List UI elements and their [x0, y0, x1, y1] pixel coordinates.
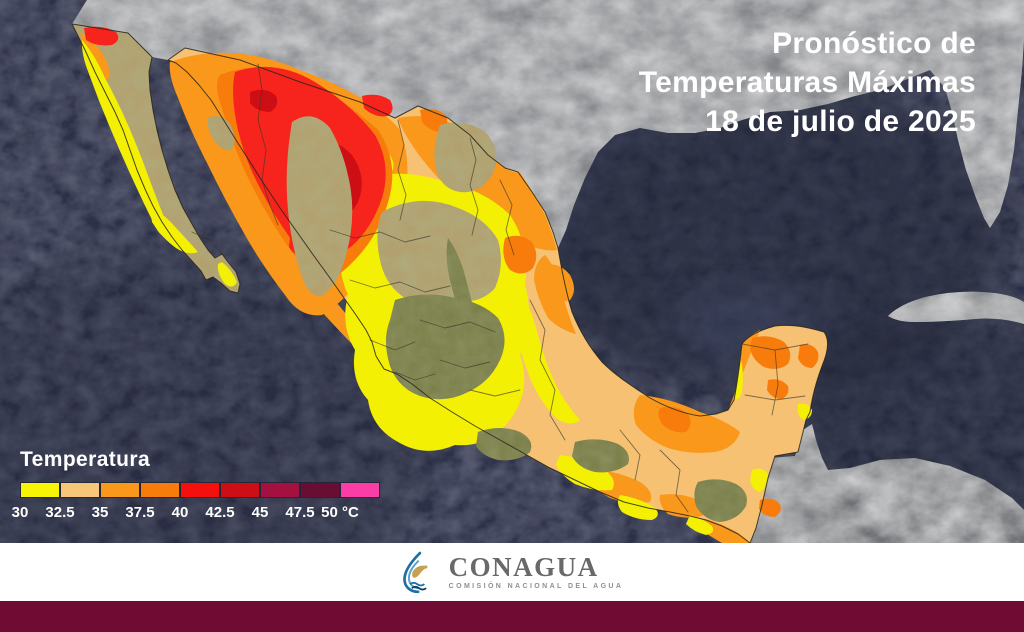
footer-bar: CONAGUA COMISIÓN NACIONAL DEL AGUA: [0, 543, 1024, 601]
legend-swatch: [20, 482, 60, 498]
legend-tick: 32.5: [45, 504, 75, 521]
zone-terrain: [207, 116, 747, 522]
forecast-map: [0, 0, 1024, 543]
legend-swatch: [260, 482, 300, 498]
temperature-legend: Temperatura 30 32.5 35 37.5 40 42.5 45 4…: [12, 448, 418, 521]
legend-title: Temperatura: [20, 448, 151, 471]
legend-color-scale: [20, 482, 418, 498]
mexico-outline: [71, 23, 829, 543]
maroon-accent-bar: [0, 601, 1024, 632]
legend-tick: 42.5: [205, 504, 235, 521]
legend-swatch: [100, 482, 140, 498]
org-subtitle: COMISIÓN NACIONAL DEL AGUA: [448, 583, 624, 590]
legend-swatch: [180, 482, 220, 498]
pacific-deep-water: [0, 250, 430, 543]
conagua-logo-text: CONAGUA COMISIÓN NACIONAL DEL AGUA: [448, 552, 624, 591]
conagua-logo-icon: [402, 551, 428, 594]
legend-tick: 50 °C: [321, 504, 359, 521]
legend-swatch: [300, 482, 340, 498]
org-name: CONAGUA: [448, 552, 599, 582]
legend-swatch: [60, 482, 100, 498]
legend-tick: 35: [91, 504, 109, 521]
legend-tick-labels: 30 32.5 35 37.5 40 42.5 45 47.5 50 °C: [0, 504, 418, 521]
legend-tick: 47.5: [285, 504, 315, 521]
legend-tick: 30: [11, 504, 29, 521]
cuba-landmass: [888, 291, 1024, 324]
title-line-2: Temperaturas Máximas: [638, 66, 976, 99]
map-title: Pronóstico de Temperaturas Máximas 18 de…: [639, 24, 976, 141]
legend-tick: 45: [251, 504, 269, 521]
title-date: 18 de julio de 2025: [705, 105, 976, 138]
us-landmass: [72, 0, 1024, 248]
legend-tick: 37.5: [125, 504, 155, 521]
baja-california-landmass: [72, 24, 240, 293]
legend-tick: 40: [171, 504, 189, 521]
legend-swatch: [140, 482, 180, 498]
central-america-landmass: [745, 424, 1024, 543]
legend-swatch: [340, 482, 380, 498]
title-line-1: Pronóstico de: [772, 27, 976, 60]
state-boundaries: [191, 63, 809, 513]
gulf-of-mexico-deep-water: [510, 75, 1010, 395]
legend-swatch: [220, 482, 260, 498]
